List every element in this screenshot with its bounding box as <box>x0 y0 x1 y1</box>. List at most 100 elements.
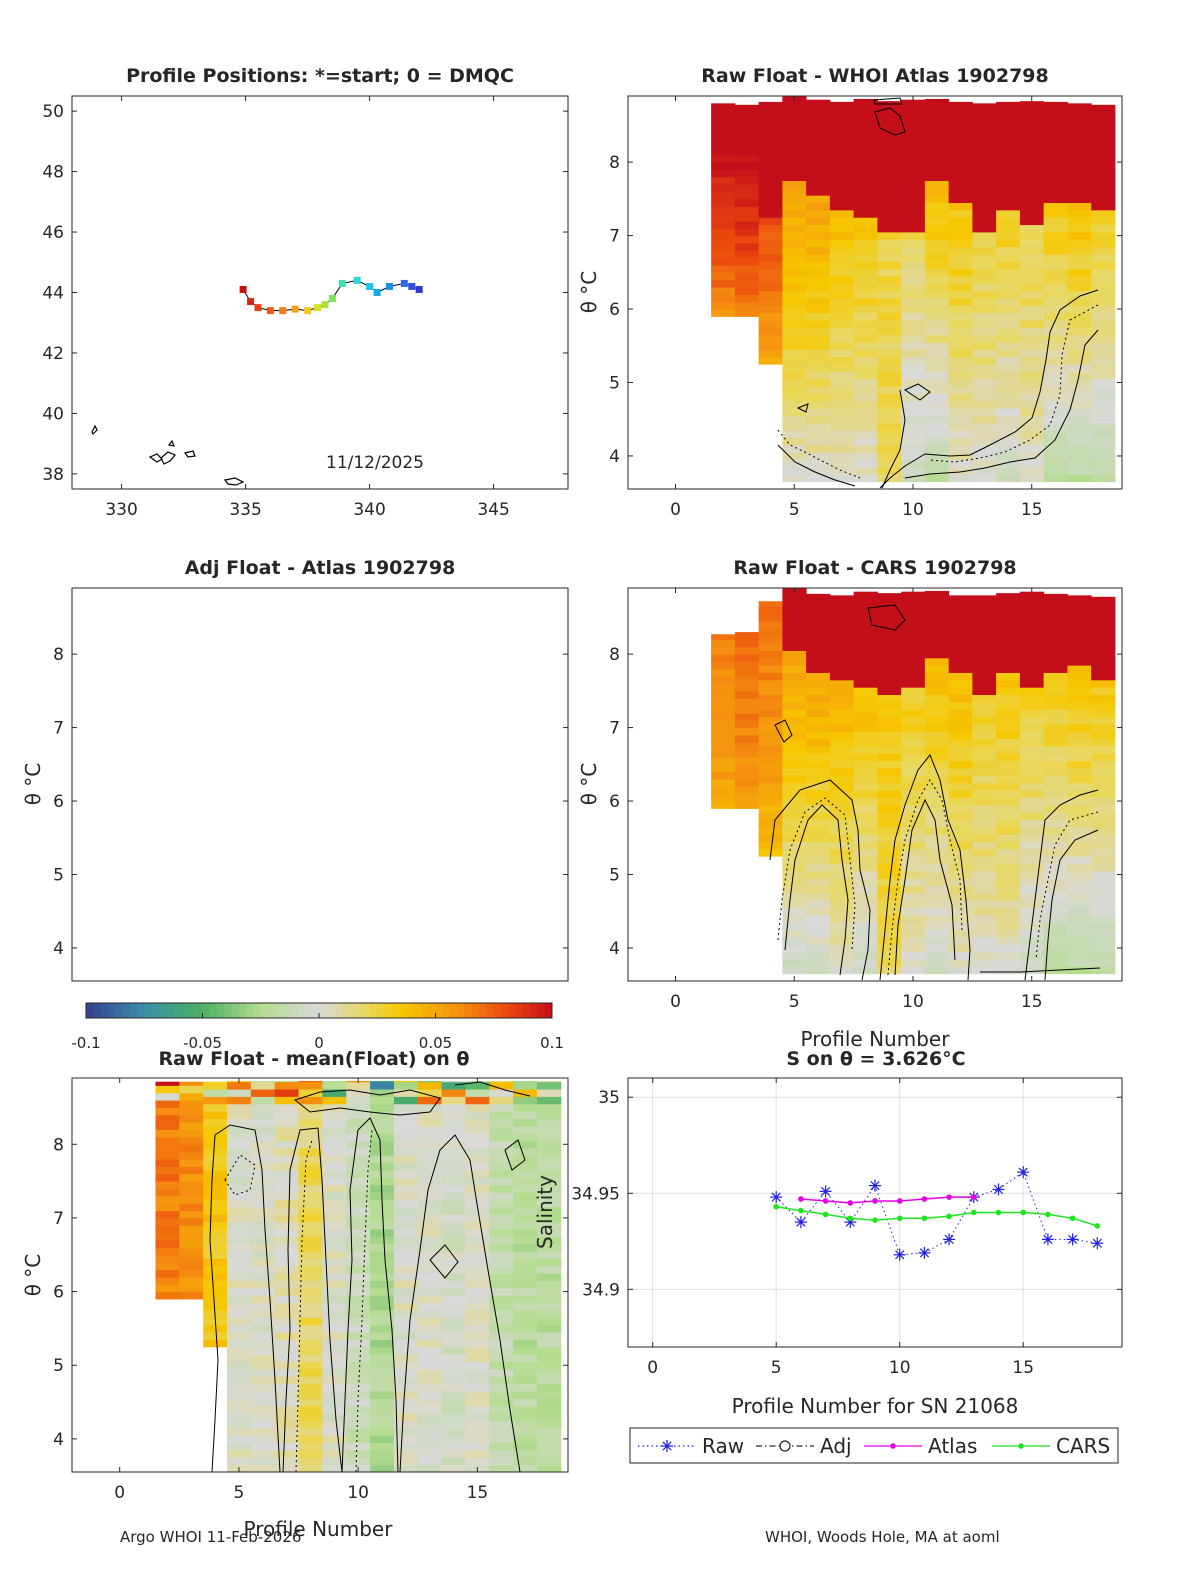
heatmap-cell <box>829 863 855 872</box>
heatmap-cell <box>948 474 973 483</box>
heatmap-cell <box>227 1457 252 1466</box>
heatmap-cell <box>829 320 855 328</box>
heatmap-cell <box>322 1147 347 1156</box>
heatmap-cell <box>877 760 902 769</box>
heatmap-cell <box>227 1228 252 1237</box>
heatmap-cell <box>370 1111 395 1119</box>
colorbar-cell <box>100 1003 109 1018</box>
heatmap-cell <box>901 591 926 600</box>
heatmap-cell <box>537 1273 562 1282</box>
heatmap-cell <box>465 1413 490 1421</box>
heatmap-cell <box>948 635 973 644</box>
heatmap-cell <box>972 364 997 372</box>
heatmap-cell <box>1043 900 1068 909</box>
heatmap-cell <box>853 209 878 218</box>
heatmap-cell <box>1019 694 1045 703</box>
heatmap-cell <box>1091 430 1116 439</box>
heatmap-cell <box>924 738 950 747</box>
heatmap-cell <box>972 929 997 938</box>
colorbar-cell <box>450 1003 458 1018</box>
heatmap-cell <box>782 327 807 336</box>
colorbar-cell <box>435 1003 444 1018</box>
heatmap-cell <box>1019 819 1045 828</box>
heatmap-cell <box>829 349 855 358</box>
heatmap-cell <box>1091 202 1116 211</box>
heatmap-cell <box>393 1125 419 1134</box>
heatmap-cell <box>972 268 997 277</box>
heatmap-cell <box>274 1405 300 1414</box>
heatmap-cell <box>274 1332 300 1340</box>
heatmap-cell <box>274 1368 300 1377</box>
point-dot <box>1045 1211 1051 1218</box>
heatmap-cell <box>996 253 1021 262</box>
colorbar-tick-label: -0.05 <box>183 1034 222 1052</box>
heatmap-cell <box>829 929 855 938</box>
profile-position-marker <box>338 279 346 287</box>
heatmap-cell <box>155 1181 180 1189</box>
heatmap-cell <box>877 364 902 372</box>
heatmap-cell <box>1019 430 1045 439</box>
heatmap-cell <box>853 298 878 306</box>
heatmap-cell <box>996 283 1021 292</box>
heatmap-cell <box>1067 121 1092 130</box>
heatmap-cell <box>203 1140 228 1149</box>
contour-line <box>429 1244 459 1279</box>
heatmap-cell <box>996 239 1021 248</box>
heatmap-cell <box>829 327 855 336</box>
heatmap-cell <box>782 848 807 857</box>
heatmap-cell <box>924 951 950 960</box>
heatmap-cell <box>489 1376 514 1385</box>
heatmap-cell <box>829 826 855 835</box>
legend-items: Raw Adj Atlas CARS <box>638 1434 1110 1458</box>
heatmap-cell <box>465 1427 490 1436</box>
heatmap-cell <box>1091 650 1116 659</box>
x-tick-label: 0 <box>670 992 681 1012</box>
heatmap-cell <box>711 176 736 185</box>
heatmap-cell <box>996 790 1021 798</box>
heatmap-cell <box>948 621 973 629</box>
heatmap-cell <box>924 914 950 923</box>
heatmap-cell <box>829 217 855 226</box>
heatmap-cell <box>948 716 973 725</box>
heatmap-cell <box>1067 253 1092 262</box>
heatmap-cell <box>513 1309 538 1318</box>
heatmap-cell <box>901 165 926 174</box>
heatmap-cell <box>346 1309 371 1318</box>
heatmap-cell <box>537 1442 562 1451</box>
heatmap-cell <box>948 665 973 673</box>
heatmap-cell <box>996 246 1021 255</box>
heatmap-cell <box>250 1147 276 1156</box>
heatmap-cell <box>370 1346 395 1355</box>
contour-line-dotted <box>777 429 861 479</box>
heatmap-cell <box>758 657 783 666</box>
heatmap-cell <box>948 356 973 365</box>
heatmap-cell <box>829 665 855 673</box>
heatmap-cell <box>1043 246 1068 255</box>
heatmap-cell <box>972 239 997 248</box>
heatmap-cell <box>782 290 807 299</box>
heatmap-cell <box>948 202 973 211</box>
heatmap-cell <box>155 1173 180 1182</box>
heatmap-cell <box>877 430 902 439</box>
heatmap-cell <box>1067 900 1092 909</box>
heatmap-cell <box>250 1155 276 1164</box>
heatmap-cell <box>972 863 997 872</box>
data-point <box>995 1209 1002 1216</box>
heatmap-cell <box>1067 753 1092 762</box>
heatmap-cell <box>322 1449 347 1458</box>
heatmap-cell <box>853 613 878 622</box>
heatmap-cell <box>972 643 997 651</box>
heatmap-cell <box>203 1199 228 1208</box>
heatmap-cell <box>996 195 1021 204</box>
heatmap-cell <box>758 694 783 703</box>
heatmap-cell <box>996 268 1021 277</box>
heatmap-cell <box>972 628 997 637</box>
heatmap-cell <box>465 1302 490 1311</box>
heatmap-cell <box>1091 158 1116 167</box>
heatmap-cell <box>513 1081 538 1090</box>
heatmap-cell <box>877 290 902 299</box>
colorbar-cell <box>107 1003 116 1018</box>
heatmap-cell <box>250 1442 276 1451</box>
heatmap-cell <box>155 1188 180 1197</box>
heatmap-cell <box>996 687 1021 696</box>
